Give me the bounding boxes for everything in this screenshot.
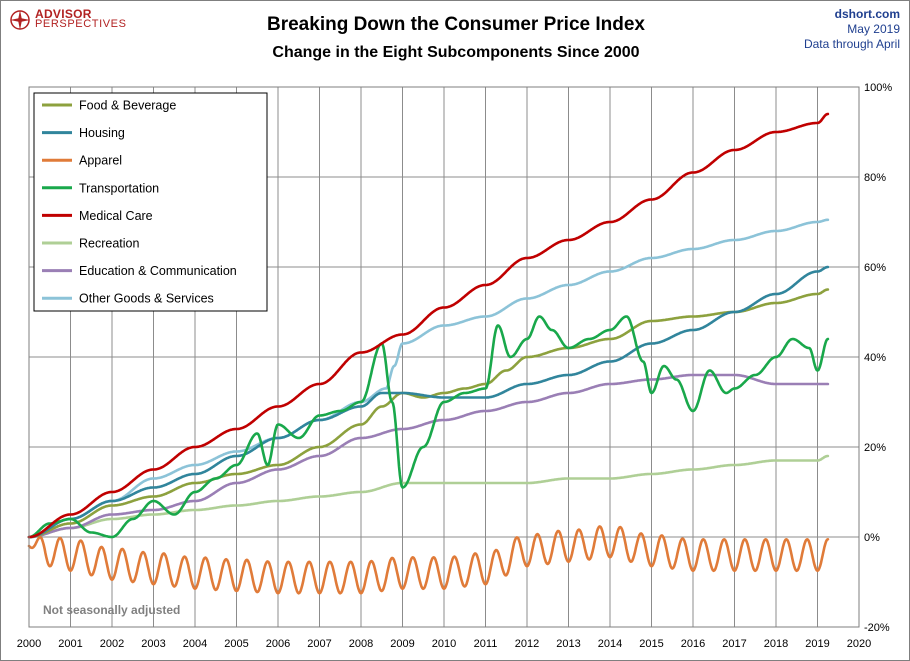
y-axis-ticks: -20% 0% 20% 40% 60% 80% 100% [864, 82, 892, 634]
y-tick-label: 0% [864, 532, 880, 544]
compass-icon [10, 10, 30, 30]
x-tick-label: 2013 [556, 638, 580, 650]
x-tick-label: 2003 [141, 638, 165, 650]
x-tick-label: 2014 [598, 638, 622, 650]
logo-line-perspectives: PERSPECTIVES [35, 18, 127, 30]
logo-line-advisor: ADVISOR [35, 7, 92, 21]
x-tick-label: 2004 [183, 638, 207, 650]
x-tick-label: 2012 [515, 638, 539, 650]
x-tick-label: 2010 [432, 638, 456, 650]
x-tick-label: 2018 [764, 638, 788, 650]
source-through: Data through April [803, 37, 900, 51]
y-tick-label: -20% [864, 622, 890, 634]
legend: Food & Beverage Housing Apparel Transportat… [33, 92, 268, 312]
seasonal-note: Not seasonally adjusted [43, 603, 180, 617]
legend-label-recreation: Recreation [79, 237, 139, 251]
x-tick-label: 2007 [307, 638, 331, 650]
legend-label-education-communication: Education & Communication [79, 264, 237, 278]
chart-title: Breaking Down the Consumer Price Index [267, 14, 645, 35]
x-tick-label: 2005 [224, 638, 248, 650]
x-tick-label: 2001 [58, 638, 82, 650]
advisor-perspectives-logo: ADVISOR PERSPECTIVES [9, 7, 127, 31]
x-tick-label: 2002 [100, 638, 124, 650]
x-axis-ticks: 2000 2001 2002 2003 2004 2005 2006 2007 2008 2009… [17, 638, 871, 650]
x-tick-label: 2020 [847, 638, 871, 650]
source-block: dshort.com May 2019 Data through April [804, 7, 900, 52]
legend-label-food-beverage: Food & Beverage [79, 99, 176, 113]
legend-label-medical-care: Medical Care [79, 209, 153, 223]
series-group [27, 112, 830, 595]
y-tick-label: 100% [864, 82, 892, 94]
series-line-education-communication [27, 373, 830, 539]
x-tick-label: 2015 [639, 638, 663, 650]
y-tick-label: 40% [864, 352, 886, 364]
series-line-housing [27, 265, 830, 539]
legend-label-apparel: Apparel [79, 154, 122, 168]
x-tick-label: 2006 [266, 638, 290, 650]
chart-subtitle: Change in the Eight Subcomponents Since … [272, 44, 640, 61]
series-line-apparel [27, 525, 830, 595]
series-line-transportation [27, 315, 830, 539]
x-tick-label: 2009 [390, 638, 414, 650]
source-date: May 2019 [847, 22, 900, 36]
series-line-medical-care [27, 112, 830, 539]
x-tick-label: 2008 [349, 638, 373, 650]
x-tick-label: 2017 [722, 638, 746, 650]
legend-label-housing: Housing [79, 126, 125, 140]
series-line-recreation [27, 454, 830, 539]
x-tick-label: 2019 [805, 638, 829, 650]
x-tick-label: 2011 [474, 638, 498, 650]
source-site: dshort.com [834, 7, 900, 21]
series-line-other-goods-services [27, 218, 830, 539]
x-tick-label: 2000 [17, 638, 41, 650]
y-tick-label: 60% [864, 262, 886, 274]
x-tick-label: 2016 [681, 638, 705, 650]
y-tick-label: 80% [864, 172, 886, 184]
legend-box [33, 92, 268, 312]
legend-label-transportation: Transportation [79, 181, 159, 195]
y-tick-label: 20% [864, 442, 886, 454]
plot-border [28, 86, 860, 628]
legend-label-other-goods-services: Other Goods & Services [79, 292, 214, 306]
